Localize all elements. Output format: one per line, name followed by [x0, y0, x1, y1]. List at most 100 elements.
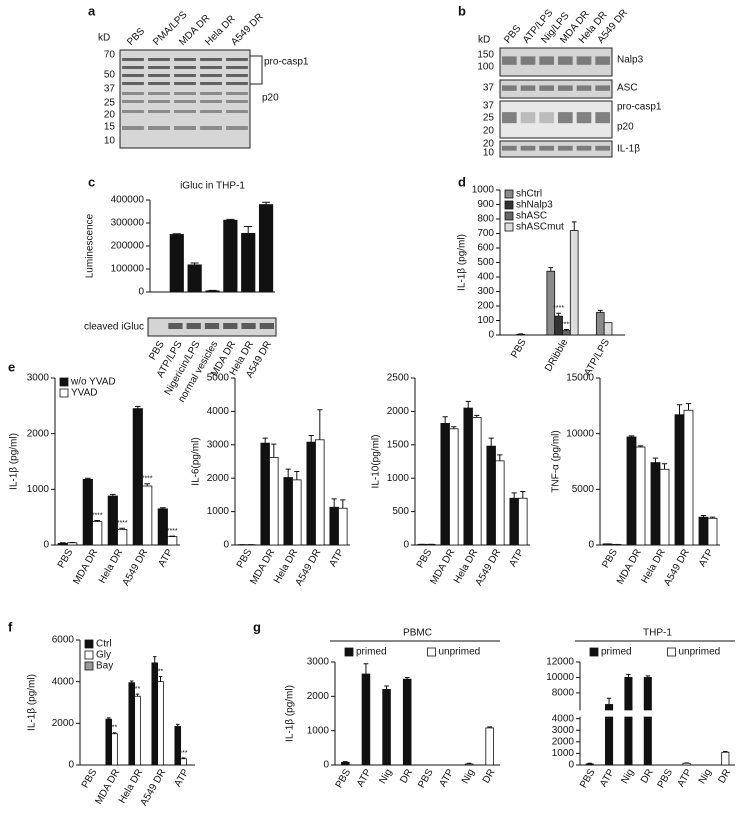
- bar: [242, 233, 255, 292]
- error-bar: [686, 404, 691, 411]
- x-tick-label: Nig: [697, 767, 714, 786]
- y-tick-label: 1000: [387, 473, 410, 484]
- error-bar: [466, 401, 471, 408]
- chart-title: iGluc in THP-1: [180, 181, 245, 192]
- blot-label: pro-casp1: [617, 102, 662, 113]
- lane-label: PBS: [125, 26, 147, 48]
- y-tick-label: 500: [392, 506, 409, 517]
- x-tick-label: PBS: [578, 767, 598, 790]
- bar: [270, 457, 279, 545]
- bar: [684, 410, 693, 545]
- error-bar: [263, 438, 268, 443]
- blot-band: [200, 92, 222, 95]
- bar: [224, 220, 237, 292]
- bar: [206, 291, 219, 292]
- y-tick-label: 800: [477, 214, 494, 225]
- y-tick-label: 15000: [566, 373, 594, 384]
- bar: [362, 674, 370, 765]
- error-bar: [520, 492, 525, 499]
- y-tick-label: 0: [223, 540, 229, 551]
- blot-band: [122, 82, 144, 85]
- blot-band: [521, 112, 536, 123]
- legend-swatch: [85, 662, 93, 670]
- bar: [487, 446, 496, 545]
- x-tick-label: ATP: [697, 547, 716, 569]
- blot-label: pro-casp1: [264, 57, 309, 68]
- blot-band: [200, 82, 222, 85]
- y-tick-label: 2000: [387, 406, 410, 417]
- y-tick-label: 100: [477, 315, 494, 326]
- blot-band: [260, 323, 274, 329]
- kd-marker: 50: [104, 70, 116, 81]
- significance: ***: [179, 750, 187, 757]
- blot-band: [200, 74, 222, 77]
- x-tick-label: ATP: [676, 767, 695, 789]
- legend-swatch: [590, 648, 598, 656]
- x-tick-label: PBS: [56, 547, 76, 570]
- x-tick-label: DR: [481, 767, 498, 785]
- kd-marker: 10: [104, 136, 116, 147]
- bar: [188, 265, 201, 292]
- kd-marker: 37: [104, 84, 116, 95]
- legend-swatch: [85, 640, 93, 648]
- bar: [570, 231, 578, 335]
- blot-band: [148, 110, 170, 113]
- bar: [316, 440, 325, 545]
- blot-band: [558, 146, 573, 151]
- significance: **: [112, 725, 118, 732]
- bar: [708, 518, 717, 545]
- blot-band: [539, 85, 554, 90]
- blot-band: [174, 92, 196, 95]
- blot-band: [148, 92, 170, 95]
- bar: [106, 719, 112, 765]
- bar: [675, 415, 684, 545]
- y-tick-label: 2000: [27, 428, 50, 439]
- y-tick-label: 1000: [27, 484, 50, 495]
- kd-marker: 70: [104, 50, 116, 61]
- y-tick-label: 0: [68, 760, 74, 771]
- y-tick-label: 700: [477, 228, 494, 239]
- y-axis-label: IL-1β (pg/ml): [9, 433, 20, 490]
- kd-marker: 25: [104, 98, 116, 109]
- blot-band: [148, 82, 170, 85]
- blot-band: [200, 58, 222, 61]
- y-tick-label: 2000: [207, 473, 230, 484]
- bar: [636, 447, 645, 545]
- blot-band: [558, 85, 573, 90]
- blot-band: [502, 85, 517, 90]
- significance: ****: [553, 305, 564, 312]
- bar: [644, 677, 651, 765]
- blot-band: [174, 110, 196, 113]
- kd-marker: 20: [483, 126, 495, 137]
- error-bar: [60, 543, 66, 544]
- bar: [450, 429, 459, 545]
- y-tick-label: 0: [488, 330, 494, 341]
- x-tick-label: PBS: [235, 547, 255, 570]
- blot-band: [174, 100, 196, 103]
- kd-marker: 10: [483, 148, 495, 159]
- bar: [170, 235, 183, 293]
- significance: **: [158, 668, 164, 675]
- panel-letter: e: [8, 359, 15, 374]
- error-bar: [153, 657, 156, 663]
- panel-letter: b: [458, 3, 466, 18]
- bar: [625, 677, 632, 765]
- kd-marker: 20: [104, 110, 116, 121]
- blot-band: [223, 323, 237, 329]
- blot-band: [226, 82, 248, 85]
- blot-band: [226, 58, 248, 61]
- blot-band: [174, 58, 196, 61]
- bar: [683, 763, 690, 765]
- y-tick-label: 0: [568, 760, 574, 771]
- y-tick-label: 3000: [552, 725, 575, 736]
- blot-band: [148, 126, 170, 130]
- y-tick-label: 400000: [111, 195, 145, 206]
- y-tick-label: 12000: [546, 657, 574, 668]
- y-tick-label: 1000: [472, 185, 495, 196]
- group-label: PBMC: [403, 628, 432, 639]
- legend-swatch: [60, 378, 68, 386]
- x-tick-label: DR: [639, 767, 656, 785]
- bar: [473, 417, 482, 545]
- bar: [341, 762, 349, 765]
- blot-band: [595, 85, 610, 90]
